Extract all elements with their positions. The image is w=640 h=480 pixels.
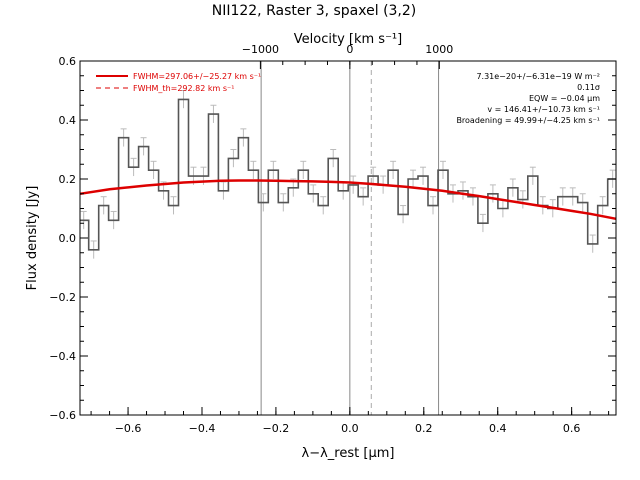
x-tick-label: 0.0	[341, 422, 359, 435]
axis-tick-labels: −0.6 −0.4 −0.2 0.0 0.2 0.4 0.6 −0.6 −0.4 −0.2 0.0 0…	[49, 43, 580, 435]
y-axis-label: Flux density [Jy]	[25, 186, 40, 291]
x-tick-label: 0.2	[415, 422, 433, 435]
y-tick-label: 0.4	[59, 114, 77, 127]
top-tick-label: 1000	[425, 43, 453, 56]
stat-velocity: v = 146.41+/−10.73 km s⁻¹	[487, 105, 600, 114]
x-tick-label: 0.4	[489, 422, 507, 435]
top-axis-label: Velocity [km s⁻¹]	[294, 32, 402, 47]
y-tick-label: −0.4	[49, 350, 76, 363]
stat-flux: 7.31e−20+/−6.31e−19 W m⁻²	[476, 72, 600, 81]
stat-sigma: 0.11σ	[577, 83, 600, 92]
fit-curve	[79, 179, 617, 221]
vertical-reference-lines	[260, 61, 440, 415]
fit-statistics: 7.31e−20+/−6.31e−19 W m⁻² 0.11σ EQW = −0…	[456, 72, 600, 125]
axis-ticks	[80, 60, 616, 416]
x-tick-label: 0.6	[563, 422, 581, 435]
legend-entry-fwhm: FWHM=297.06+/−25.27 km s⁻¹	[133, 72, 261, 81]
y-tick-label: 0.0	[59, 232, 77, 245]
x-tick-label: −0.6	[115, 422, 142, 435]
chart-title: NII122, Raster 3, spaxel (3,2)	[212, 3, 417, 19]
legend: FWHM=297.06+/−25.27 km s⁻¹ FWHM_th=292.8…	[96, 72, 261, 93]
spectrum-histogram	[80, 98, 616, 251]
y-tick-label: −0.2	[49, 291, 76, 304]
x-tick-label: −0.4	[189, 422, 216, 435]
y-tick-label: 0.2	[59, 173, 77, 186]
top-zero-label: 0	[346, 43, 353, 56]
plot-frame	[79, 60, 617, 416]
legend-entry-fwhm-th: FWHM_th=292.82 km s⁻¹	[133, 84, 234, 93]
stat-broadening: Broadening = 49.99+/−4.25 km s⁻¹	[456, 116, 600, 125]
x-axis-label: λ−λ_rest [μm]	[302, 446, 395, 461]
stat-eqw: EQW = −0.04 μm	[529, 94, 600, 103]
y-tick-label: 0.6	[59, 55, 77, 68]
x-tick-label: −0.2	[263, 422, 290, 435]
y-tick-label: −0.6	[49, 409, 76, 422]
top-tick-label: −1000	[242, 43, 279, 56]
